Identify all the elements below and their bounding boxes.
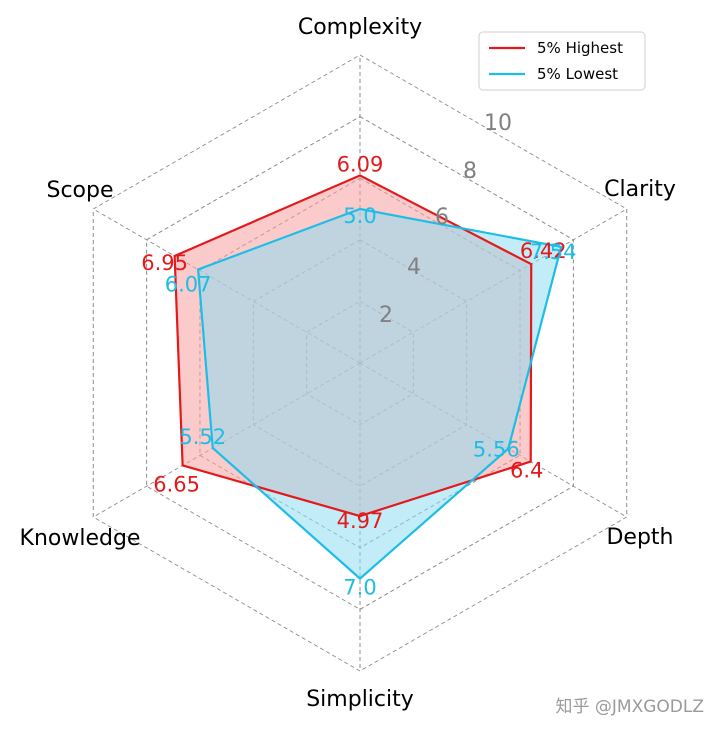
value-label-1: 5.0 bbox=[343, 204, 376, 228]
axis-label-simplicity: Simplicity bbox=[306, 687, 414, 712]
value-label-0: 6.42 bbox=[520, 239, 567, 263]
tick-label: 4 bbox=[407, 255, 421, 280]
tick-label: 6 bbox=[435, 205, 449, 230]
tick-label: 10 bbox=[484, 111, 512, 136]
axis-labels: Complexity Clarity Depth Simplicity Knowledg… bbox=[20, 15, 676, 712]
axis-label-knowledge: Knowledge bbox=[20, 526, 141, 551]
legend-entry: 5% Highest bbox=[537, 39, 623, 57]
grid-ring bbox=[92, 54, 628, 672]
axis-label-clarity: Clarity bbox=[604, 177, 676, 202]
value-label-0: 4.97 bbox=[337, 509, 384, 533]
tick-label: 8 bbox=[463, 159, 477, 184]
value-label-0: 6.09 bbox=[337, 152, 384, 176]
axis-label-depth: Depth bbox=[606, 525, 673, 550]
value-label-1: 5.56 bbox=[473, 438, 520, 462]
series-line-1 bbox=[196, 207, 563, 581]
value-label-1: 7.0 bbox=[343, 576, 376, 600]
series-line-0 bbox=[173, 174, 533, 518]
watermark-text: 知乎 @JMXGODLZ bbox=[556, 697, 705, 717]
value-label-0: 6.65 bbox=[153, 472, 200, 496]
tick-label: 2 bbox=[379, 303, 393, 328]
series-area-1 bbox=[198, 209, 562, 579]
series-layer bbox=[173, 174, 563, 581]
axis-label-complexity: Complexity bbox=[298, 15, 422, 40]
value-labels: 6.09 6.42 6.4 4.97 6.65 6.95 5.0 7.54 5.56 7.0 5.5… bbox=[141, 152, 576, 599]
value-label-0: 6.95 bbox=[141, 251, 188, 275]
axis-label-scope: Scope bbox=[46, 178, 113, 203]
legend: 5% Highest 5% Lowest bbox=[478, 31, 646, 91]
legend-entry: 5% Lowest bbox=[537, 65, 618, 83]
legend-box bbox=[478, 31, 646, 91]
value-label-1: 7.54 bbox=[530, 240, 577, 264]
value-label-1: 5.52 bbox=[179, 425, 226, 449]
value-label-0: 6.4 bbox=[510, 459, 543, 483]
value-label-1: 6.07 bbox=[165, 273, 212, 297]
